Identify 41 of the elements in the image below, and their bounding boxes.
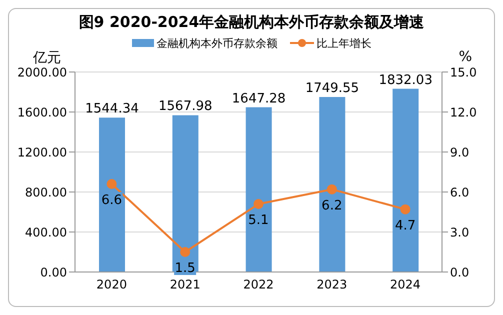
y2-tick-label: 15.0 xyxy=(450,65,477,80)
data-label: 1.5 xyxy=(174,261,196,276)
y-tick-label: 0.00 xyxy=(40,265,67,280)
y2-tick-label: 0.0 xyxy=(450,265,470,280)
y2-tick-label: 12.0 xyxy=(450,105,477,120)
y-tick-label: 1600.00 xyxy=(17,105,67,120)
data-label: 5.1 xyxy=(248,213,269,228)
y2-tick-label: 9.0 xyxy=(450,145,470,160)
point xyxy=(106,179,117,189)
bar xyxy=(246,107,272,272)
point xyxy=(254,199,264,209)
y2-tick-label: 6.0 xyxy=(450,185,470,200)
y-tick-label: 1200.00 xyxy=(17,145,67,160)
data-label: 6.2 xyxy=(322,198,342,214)
chart-title: 图9 2020-2024年金融机构本外币存款余额及增速 xyxy=(78,13,426,32)
data-label: 1567.98 xyxy=(158,99,212,114)
y-axis-title: 亿元 xyxy=(33,49,61,67)
point xyxy=(400,204,410,214)
bar xyxy=(319,97,346,272)
data-label: 1647.28 xyxy=(232,91,286,106)
data-label: 1832.03 xyxy=(378,72,432,88)
bar xyxy=(392,88,419,272)
x-tick-label: 2023 xyxy=(316,278,348,292)
legend-label: 比上年增长 xyxy=(316,36,372,50)
x-tick-label: 2024 xyxy=(390,278,421,292)
point xyxy=(180,247,190,257)
x-tick-label: 2021 xyxy=(170,278,200,292)
y-tick-label: 800.00 xyxy=(25,185,67,200)
data-label: 6.6 xyxy=(101,193,122,208)
legend-label: 金融机构本外币存款余额 xyxy=(156,36,278,50)
y-tick-label: 2000.00 xyxy=(17,65,67,80)
x-tick-label: 2022 xyxy=(243,278,274,292)
data-label: 4.7 xyxy=(394,218,416,234)
bar xyxy=(99,118,125,272)
y-tick-label: 400.00 xyxy=(25,225,67,240)
data-label: 1544.34 xyxy=(85,102,139,117)
y2-axis-title: % xyxy=(458,49,472,65)
data-label: 1749.55 xyxy=(305,81,360,96)
x-tick-label: 2020 xyxy=(96,278,127,292)
y2-tick-label: 3.0 xyxy=(450,225,470,240)
point xyxy=(326,184,337,194)
